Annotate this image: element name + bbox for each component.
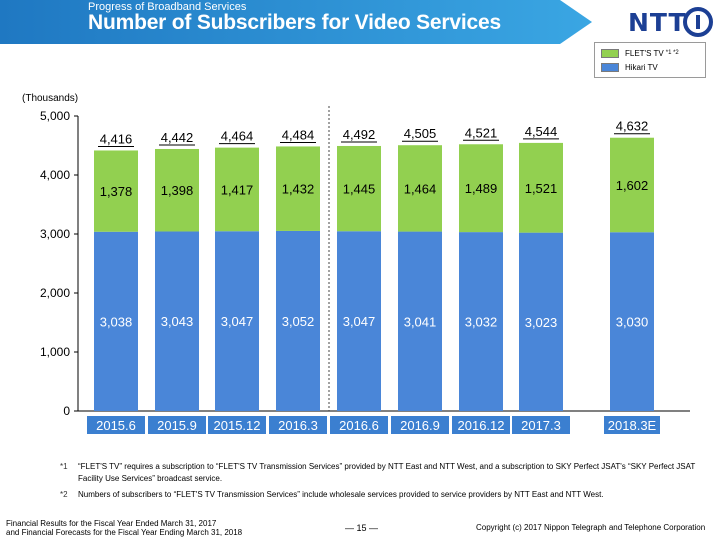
legend-label: Hikari TV [625,62,658,72]
header-background [0,0,592,44]
x-tick-label: 2018.3E [608,418,657,433]
x-tick-label: 2016.12 [458,418,505,433]
data-label-total: 4,416 [100,131,133,146]
bar-hikari-tv [276,230,320,411]
data-label-flets-tv: 1,489 [465,181,498,196]
category-box [208,416,266,434]
footnote-2: *2 Numbers of subscribers to “FLET'S TV … [60,489,710,501]
bar-hikari-tv [155,231,199,411]
bar-flets-tv [610,137,654,233]
data-label-flets-tv: 1,464 [404,181,437,196]
category-box [269,416,327,434]
bar-hikari-tv [337,231,381,411]
category-box [148,416,206,434]
legend-swatch-blue [601,62,619,72]
bar-hikari-tv [459,232,503,411]
bar-hikari-tv [215,231,259,411]
data-label-total: 4,484 [282,127,315,142]
category-box [452,416,510,434]
x-tick-label: 2016.6 [339,418,379,433]
data-label-flets-tv: 1,417 [221,182,254,197]
x-tick-label: 2017.3 [521,418,561,433]
x-tick-label: 2015.9 [157,418,197,433]
y-unit-label: (Thousands) [22,93,79,104]
bar-flets-tv [94,150,138,232]
data-label-hikari-tv: 3,032 [465,315,498,330]
x-tick-label: 2016.9 [400,418,440,433]
bar-flets-tv [337,145,381,232]
header-band: Progress of Broadband Services Number of… [0,0,720,44]
y-tick-label: 4,000 [40,168,70,182]
legend-suffix: *1 *2 [665,50,679,56]
footnote-mark: *1 [60,462,68,471]
footnote-text: “FLET'S TV” requires a subscription to “… [78,462,696,483]
page-number: ― 15 ― [345,523,379,533]
x-tick-label: 2015.12 [214,418,261,433]
data-label-total: 4,544 [525,124,558,139]
bar-flets-tv [398,145,442,232]
chart-legend: FLET'S TV *1 *2 Hikari TV [594,42,706,78]
data-label-hikari-tv: 3,043 [161,314,194,329]
y-tick-label: 3,000 [40,227,70,241]
data-label-total: 4,464 [221,129,254,144]
data-label-flets-tv: 1,602 [616,178,649,193]
footnotes: *1 “FLET'S TV” requires a subscription t… [60,461,710,505]
data-label-hikari-tv: 3,047 [221,314,254,329]
data-label-total: 4,632 [616,119,649,134]
category-box [391,416,449,434]
footnote-1: *1 “FLET'S TV” requires a subscription t… [60,461,710,485]
data-label-flets-tv: 1,521 [525,181,558,196]
legend-swatch-green [601,48,619,58]
data-label-total: 4,521 [465,125,498,140]
data-label-flets-tv: 1,432 [282,182,315,197]
category-box [87,416,145,434]
bar-flets-tv [276,146,320,231]
x-tick-label: 2016.3 [278,418,318,433]
bar-flets-tv [215,147,259,232]
footnote-mark: *2 [60,490,68,499]
section-label: Progress of Broadband Services [88,1,247,13]
y-tick-label: 5,000 [40,109,70,123]
footer-line-2: and Financial Forecasts for the Fiscal Y… [6,528,243,537]
category-box [604,416,660,434]
logo-text: NTT [628,8,687,37]
bar-hikari-tv [519,232,563,411]
bar-flets-tv [459,144,503,233]
data-label-hikari-tv: 3,023 [525,315,558,330]
y-tick-label: 1,000 [40,345,70,359]
bar-hikari-tv [94,231,138,411]
data-label-total: 4,505 [404,126,437,141]
category-box [512,416,570,434]
bar-flets-tv [155,148,199,232]
data-label-flets-tv: 1,398 [161,183,194,198]
y-tick-label: 0 [63,404,70,418]
data-label-hikari-tv: 3,038 [100,314,133,329]
data-label-hikari-tv: 3,041 [404,314,437,329]
data-label-hikari-tv: 3,047 [343,314,376,329]
legend-item-flets-tv: FLET'S TV *1 *2 [601,47,679,59]
x-tick-label: 2015.6 [96,418,136,433]
copyright: Copyright (c) 2017 Nippon Telegraph and … [476,523,706,532]
page-title: Number of Subscribers for Video Services [88,11,501,34]
footer-report-title: Financial Results for the Fiscal Year En… [6,519,242,537]
bar-hikari-tv [398,231,442,411]
stacked-bar-chart: 0 1,000 2,000 3,000 4,000 5,000 3,038 1,378 4,41… [40,106,690,434]
data-label-flets-tv: 1,445 [343,182,376,197]
category-box [330,416,388,434]
bar-flets-tv [519,142,563,233]
legend-item-hikari-tv: Hikari TV [601,61,658,73]
data-label-total: 4,492 [343,127,376,142]
footnote-text: Numbers of subscribers to “FLET'S TV Tra… [78,490,604,499]
footer-line-1: Financial Results for the Fiscal Year En… [6,519,217,528]
legend-label: FLET'S TV [625,48,664,58]
data-label-hikari-tv: 3,052 [282,314,315,329]
ntt-logo-icon [683,7,713,37]
bar-hikari-tv [610,232,654,411]
y-tick-label: 2,000 [40,286,70,300]
data-label-flets-tv: 1,378 [100,184,133,199]
data-label-total: 4,442 [161,130,194,145]
data-label-hikari-tv: 3,030 [616,315,649,330]
ntt-logo: NTT [628,6,713,38]
